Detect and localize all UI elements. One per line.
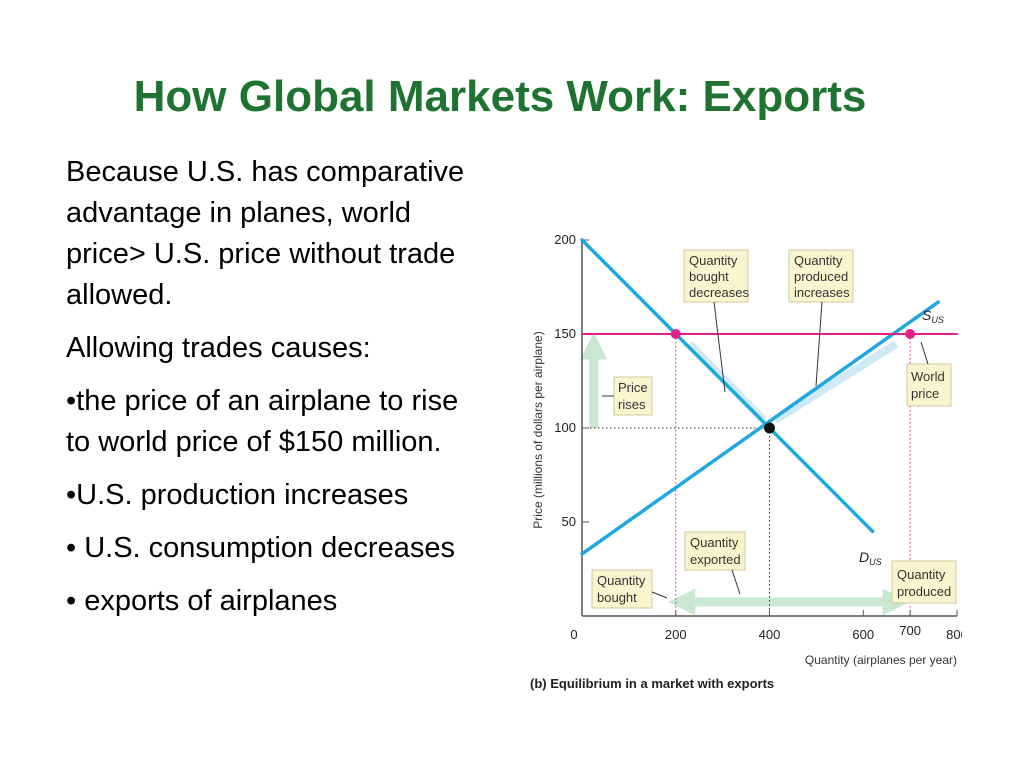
quantity-produced-point — [905, 329, 916, 339]
svg-text:rises: rises — [618, 397, 646, 412]
supply-curve — [580, 300, 940, 556]
annotation-price-rises: Price rises — [602, 376, 653, 416]
bullet-consumption-decreases: • U.S. consumption decreases — [66, 532, 455, 564]
chart-caption: (b) Equilibrium in a market with exports — [530, 676, 774, 691]
svg-text:exported: exported — [690, 552, 741, 567]
annotation-quantity-produced: Quantity produced — [891, 560, 957, 604]
svg-text:Quantity: Quantity — [690, 535, 739, 550]
guide-lines — [582, 334, 911, 616]
paragraph-comparative-advantage: Because U.S. has comparative advantage i… — [66, 156, 465, 311]
svg-text:World: World — [911, 369, 945, 384]
x-axis-title: Quantity (airplanes per year) — [805, 653, 957, 667]
series-lines — [580, 238, 958, 556]
svg-text:Quantity: Quantity — [794, 253, 843, 268]
annotation-quantity-bought: Quantity bought — [591, 569, 668, 609]
no-trade-equilibrium-point — [764, 422, 775, 434]
bullet-price-rise: •the price of an airplane to rise to wor… — [66, 385, 459, 458]
annotation-world-price: World price — [906, 341, 952, 407]
demand-curve-label: DUS — [859, 549, 882, 567]
bullet-exports: • exports of airplanes — [66, 585, 338, 617]
slide-title: How Global Markets Work: Exports — [133, 72, 867, 121]
svg-text:produced: produced — [794, 269, 848, 284]
supply-curve-label: SUS — [922, 307, 944, 325]
svg-text:Quantity: Quantity — [689, 253, 738, 268]
y-tick-label-200: 200 — [554, 232, 576, 247]
annotation-quantity-exported: Quantity exported — [684, 531, 746, 595]
x-tick-label-700: 700 — [899, 623, 921, 638]
svg-text:increases: increases — [794, 285, 850, 300]
supply-movement-arrow — [773, 340, 899, 424]
x-tick-label-0: 0 — [570, 627, 577, 642]
export-market-chart: 50 100 150 200 0 200 400 600 700 800 SUS DUS Quan… — [530, 232, 962, 691]
x-tick-label-400: 400 — [759, 627, 781, 642]
x-tick-label-200: 200 — [665, 627, 687, 642]
svg-text:bought: bought — [689, 269, 729, 284]
y-tick-label-100: 100 — [554, 420, 576, 435]
svg-text:bought: bought — [597, 590, 637, 605]
svg-text:produced: produced — [897, 584, 951, 599]
paragraph-trade-causes: Allowing trades causes: — [66, 332, 371, 364]
annotation-quantity-produced-increases: Quantity produced increases — [788, 249, 854, 387]
y-tick-label-150: 150 — [554, 326, 576, 341]
svg-text:Quantity: Quantity — [897, 567, 946, 582]
quantity-bought-point — [670, 329, 681, 339]
y-tick-label-50: 50 — [562, 514, 576, 529]
x-tick-label-600: 600 — [852, 627, 874, 642]
body-text: Because U.S. has comparative advantage i… — [66, 152, 486, 634]
axis-ticks: 50 100 150 200 0 200 400 600 700 800 — [554, 232, 962, 642]
svg-text:Quantity: Quantity — [597, 573, 646, 588]
x-tick-label-800: 800 — [946, 627, 962, 642]
svg-text:Price: Price — [618, 380, 648, 395]
equilibrium-points — [670, 329, 916, 434]
demand-curve — [580, 238, 875, 534]
annotation-quantity-bought-decreases: Quantity bought decreases — [683, 249, 749, 393]
y-axis-title: Price (millions of dollars per airplane) — [531, 331, 545, 528]
svg-text:price: price — [911, 386, 939, 401]
bullet-production-increases: •U.S. production increases — [66, 479, 409, 511]
svg-text:decreases: decreases — [689, 285, 749, 300]
